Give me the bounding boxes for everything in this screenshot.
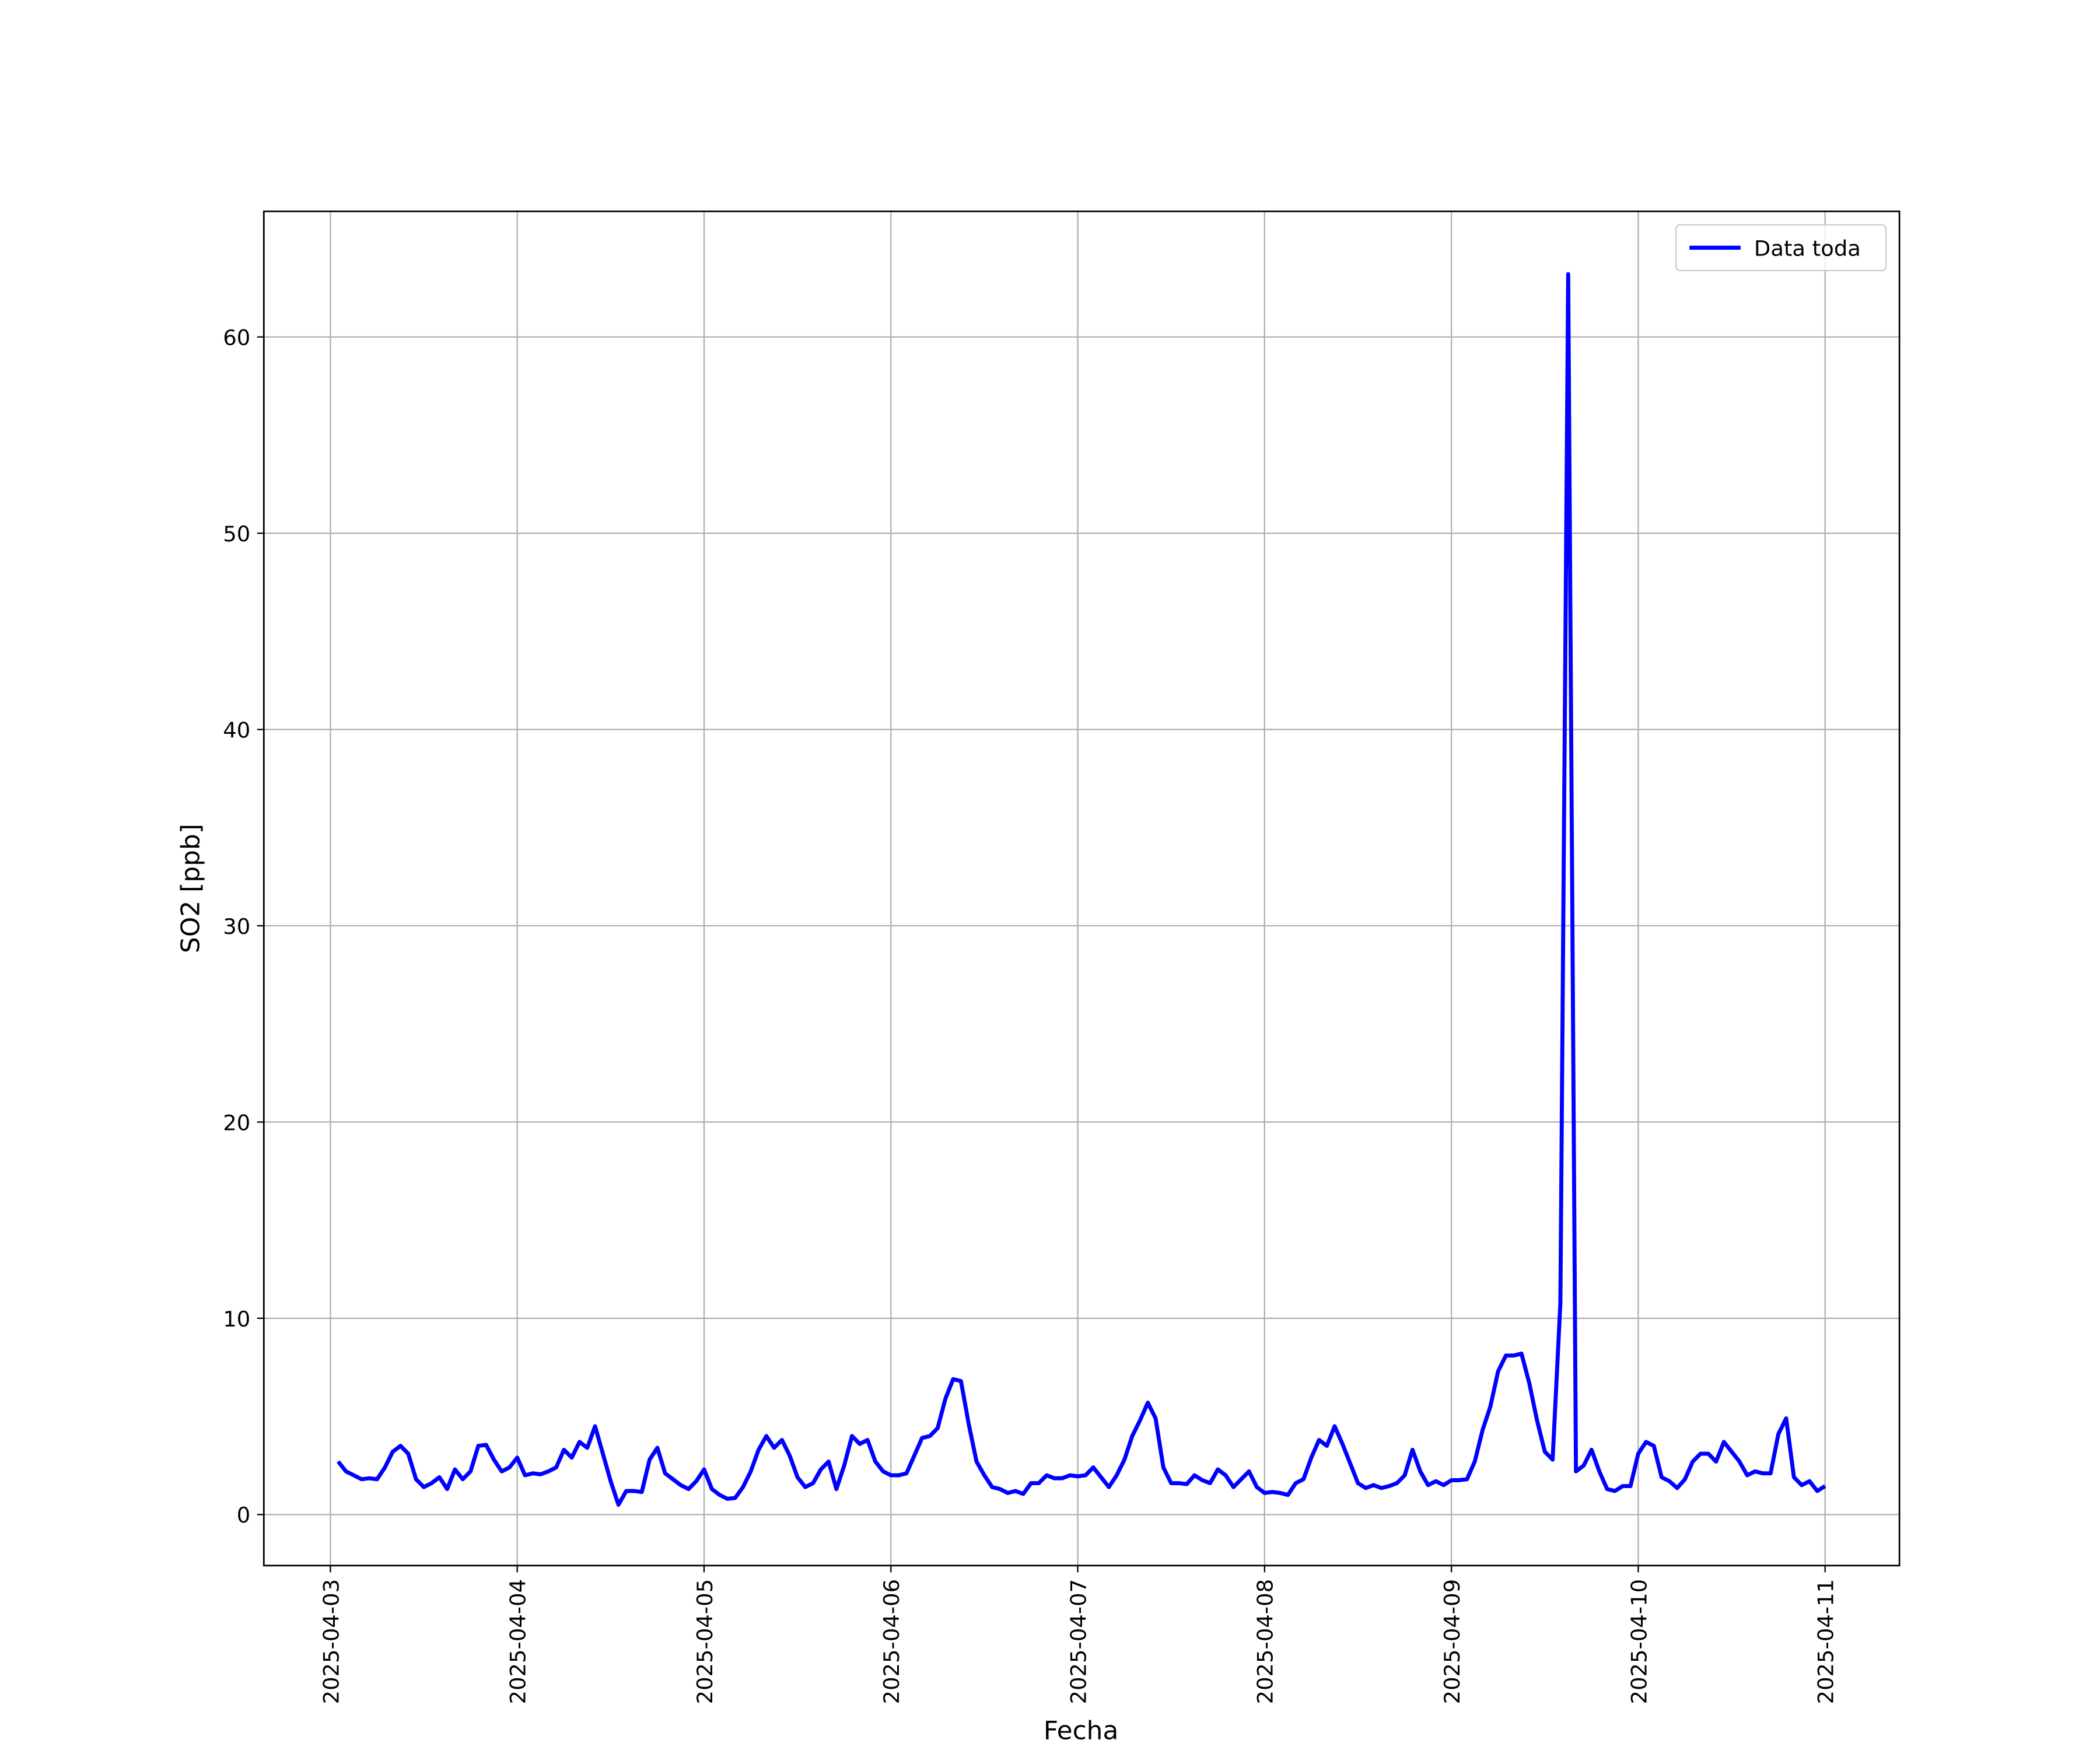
plot-frame: [262, 210, 1901, 1567]
x-tick-label: 2025-04-06: [879, 1579, 904, 1704]
x-tick-label: 2025-04-09: [1440, 1579, 1465, 1704]
x-tick-label: 2025-04-08: [1253, 1579, 1278, 1704]
x-axis-label: Fecha: [1044, 1716, 1119, 1746]
y-tick-label: 30: [223, 914, 250, 939]
x-tick-label: 2025-04-07: [1066, 1579, 1091, 1704]
legend-label: Data toda: [1754, 236, 1861, 261]
x-tick-label: 2025-04-10: [1626, 1579, 1651, 1704]
y-tick-label: 40: [223, 718, 250, 743]
y-tick-label: 10: [223, 1307, 250, 1332]
y-tick-label: 20: [223, 1110, 250, 1135]
x-tick-label: 2025-04-03: [318, 1579, 344, 1704]
y-axis-label: SO2 [ppb]: [176, 824, 206, 953]
y-tick-label: 0: [237, 1503, 250, 1528]
legend: Data toda: [1675, 224, 1887, 271]
legend-box: [1675, 224, 1887, 271]
y-tick-label: 50: [223, 522, 250, 547]
x-tick-label: 2025-04-05: [692, 1579, 718, 1704]
y-tick-label: 60: [223, 325, 250, 350]
data-line: [337, 272, 1826, 1507]
x-tick-label: 2025-04-04: [506, 1579, 531, 1704]
x-tick-label: 2025-04-11: [1814, 1579, 1839, 1704]
